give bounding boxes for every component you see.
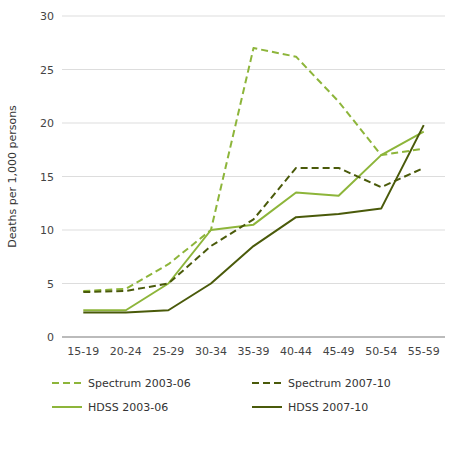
- legend-label: HDSS 2003-06: [88, 401, 168, 414]
- x-tick-label: 35-39: [238, 345, 270, 358]
- y-tick-label: 30: [40, 10, 54, 23]
- y-tick-label: 15: [40, 171, 54, 184]
- legend-swatch: [52, 406, 82, 408]
- x-tick-label: 25-29: [152, 345, 184, 358]
- grid-line: [62, 16, 445, 17]
- x-tick-label: 45-49: [323, 345, 355, 358]
- legend-swatch: [252, 406, 282, 408]
- grid-line: [62, 230, 445, 231]
- x-axis-line: [62, 337, 445, 338]
- legend-label: Spectrum 2007-10: [288, 377, 391, 390]
- grid: [62, 16, 445, 337]
- legend-label: Spectrum 2003-06: [88, 377, 191, 390]
- grid-line: [62, 123, 445, 124]
- x-tick-label: 30-34: [195, 345, 227, 358]
- y-tick-label: 0: [47, 331, 54, 344]
- series-line: [83, 132, 423, 311]
- x-tick-label: 40-44: [280, 345, 312, 358]
- x-tick-label: 55-59: [408, 345, 440, 358]
- grid-line: [62, 337, 445, 338]
- legend-swatch: [52, 382, 82, 384]
- x-tick-label: 50-54: [365, 345, 397, 358]
- y-tick-label: 5: [47, 278, 54, 291]
- y-tick-label: 10: [40, 224, 54, 237]
- series-line: [83, 48, 423, 291]
- series-line: [83, 125, 423, 312]
- lines: [83, 48, 423, 312]
- legend-label: HDSS 2007-10: [288, 401, 368, 414]
- x-tick-label: 15-19: [67, 345, 99, 358]
- y-tick-label: 25: [40, 64, 54, 77]
- grid-line: [62, 176, 445, 177]
- grid-line: [62, 69, 445, 70]
- legend: Spectrum 2003-06 HDSS 2003-06 Spectrum 200…: [52, 377, 391, 414]
- series-line: [83, 168, 423, 292]
- legend-swatch: [252, 382, 282, 384]
- x-tick-label: 20-24: [110, 345, 142, 358]
- chart: 0 5 10 15 20 25 30 15-19 20-24 25-29 30-34 35-39 40-…: [0, 0, 461, 455]
- y-axis-label: Deaths per 1,000 persons: [6, 105, 19, 248]
- grid-line: [62, 283, 445, 284]
- y-tick-label: 20: [40, 117, 54, 130]
